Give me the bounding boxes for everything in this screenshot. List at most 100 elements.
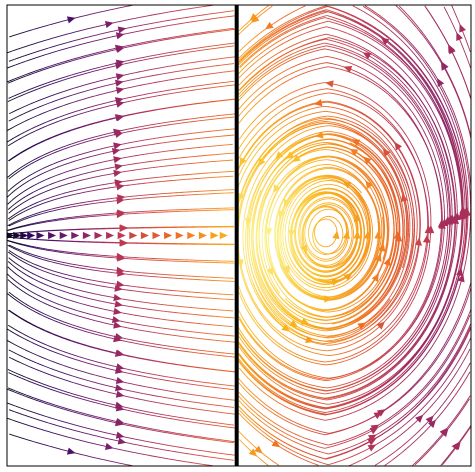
streamline-segment (8, 324, 11, 328)
streamline-segment (24, 134, 28, 137)
streamline-segment (68, 60, 72, 63)
streamline-segment (31, 381, 35, 384)
streamline-segment (60, 420, 64, 423)
streamline-segment (127, 128, 131, 130)
streamline-segment (107, 151, 111, 154)
streamline-segment (138, 43, 142, 46)
streamline-segment (103, 51, 107, 54)
streamline-segment (143, 56, 147, 58)
streamline-segment (21, 201, 25, 204)
streamline-segment (11, 185, 15, 189)
streamline-segment (49, 445, 53, 448)
streamline-segment (76, 280, 80, 283)
streamline-segment (78, 57, 82, 60)
streamline-segment (97, 457, 101, 460)
streamline-segment (62, 337, 66, 340)
streamline-segment (13, 298, 17, 301)
streamline-segment (133, 383, 136, 386)
streamline-segment (132, 78, 136, 81)
streamline-segment (55, 161, 59, 164)
streamline-segment (70, 203, 74, 206)
streamline-segment (26, 379, 30, 382)
streamline-segment (102, 349, 106, 352)
streamline-segment (29, 131, 33, 134)
streamline-segment (60, 132, 64, 135)
streamline-segment (55, 121, 59, 123)
streamline-segment (13, 170, 17, 173)
streamline-segment (35, 143, 38, 146)
streamline-segment (138, 343, 142, 345)
streamline-segment (12, 64, 16, 67)
streamline-segment (57, 63, 61, 66)
streamline-segment (32, 158, 36, 161)
streamline-segment (75, 359, 79, 361)
streamline-segment (111, 392, 115, 395)
streamline-segment (67, 322, 71, 325)
streamline-segment (103, 322, 107, 324)
streamline-segment (104, 301, 108, 303)
streamline-segment (68, 325, 72, 328)
streamline-segment (65, 89, 69, 92)
streamline-segment (39, 341, 43, 344)
streamline-segment (113, 352, 116, 354)
streamline-segment (88, 433, 92, 436)
streamline-segment (68, 156, 72, 159)
streamline-segment (73, 100, 77, 103)
streamline-segment (27, 307, 31, 310)
streamline-segment (65, 285, 69, 288)
streamline-segment (55, 320, 59, 323)
streamline-segment (42, 153, 46, 156)
streamline-segment (10, 326, 14, 329)
streamline-segment (123, 321, 127, 323)
streamline-segment (29, 216, 33, 218)
streamline-segment (59, 205, 63, 208)
streamline-segment (69, 323, 73, 326)
streamline-segment (76, 188, 80, 191)
streamline-segment (149, 14, 153, 16)
streamline-segment (151, 429, 155, 431)
streamline-segment (33, 379, 37, 382)
streamline-segment (40, 248, 43, 250)
streamline-segment (52, 162, 56, 165)
streamline-segment (50, 259, 54, 261)
streamline-segment (143, 358, 146, 361)
streamline-segment (92, 81, 96, 84)
streamline-segment (94, 34, 98, 36)
streamline-segment (127, 423, 131, 425)
streamline-segment (148, 40, 152, 42)
streamline-segment (8, 224, 12, 227)
streamline-segment (13, 351, 17, 355)
streamline-segment (70, 59, 74, 62)
streamline-segment (27, 424, 31, 427)
streamline-segment (38, 442, 42, 445)
streamline-segment (45, 421, 49, 424)
streamline-segment (148, 376, 152, 379)
streamline-segment (80, 343, 84, 346)
streamline-segment (154, 442, 158, 444)
streamline-segment (52, 273, 56, 276)
streamline-segment (53, 302, 57, 304)
streamline-segment (105, 336, 109, 338)
streamline-segment (41, 443, 45, 446)
streamline-segment (81, 152, 85, 155)
streamline-segment (59, 434, 63, 437)
streamline-segment (114, 447, 117, 450)
streamline-segment (19, 393, 23, 396)
streamline-segment (109, 302, 113, 304)
streamline-segment (76, 113, 80, 116)
streamline-segment (108, 350, 112, 353)
streamline-segment (145, 446, 149, 448)
streamline-segment (70, 287, 74, 290)
streamline-segment (25, 320, 29, 323)
streamline-segment (35, 27, 39, 30)
streamline-segment (33, 246, 37, 248)
streamline-segment (146, 454, 150, 456)
streamline-segment (122, 157, 126, 159)
streamline-segment (68, 88, 72, 91)
streamline-segment (122, 463, 126, 465)
streamline-segment (152, 82, 156, 84)
streamline-segment (91, 314, 94, 316)
streamline-segment (27, 44, 31, 47)
streamline-segment (11, 34, 15, 37)
streamline-segment (57, 262, 61, 265)
